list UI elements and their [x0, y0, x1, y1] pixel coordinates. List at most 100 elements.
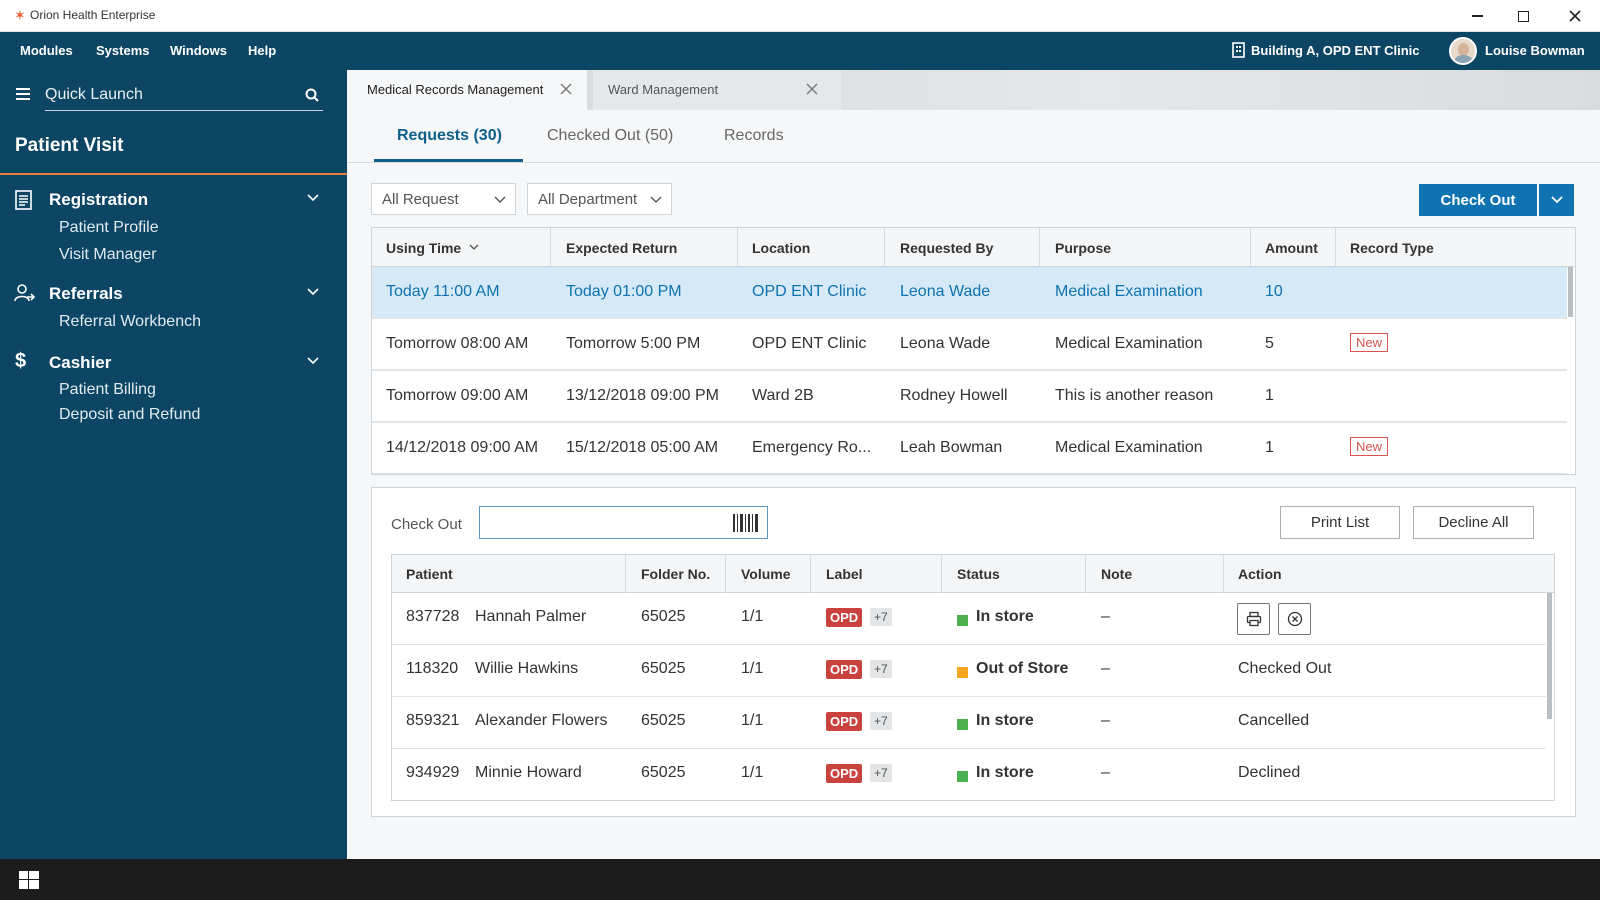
cell-amount: 10 — [1265, 283, 1283, 300]
menu-systems[interactable]: Systems — [96, 43, 150, 58]
scrollbar-thumb[interactable] — [1547, 593, 1552, 719]
hamburger-menu-icon[interactable] — [16, 88, 30, 103]
table-row[interactable]: 859321 Alexander Flowers 65025 1/1 OPD +… — [392, 697, 1546, 749]
column-header-using-time[interactable]: Using Time — [386, 240, 462, 256]
subtab-records[interactable]: Records — [724, 127, 784, 144]
location-selector[interactable]: Building A, OPD ENT Clinic — [1251, 43, 1420, 58]
cell-expected-return: 15/12/2018 05:00 AM — [566, 439, 719, 456]
status-text: In store — [976, 764, 1034, 781]
cell-using-time: Today 11:00 AM — [386, 283, 500, 300]
user-name[interactable]: Louise Bowman — [1485, 43, 1585, 58]
search-icon[interactable] — [305, 88, 319, 102]
status-indicator — [957, 719, 968, 730]
cell-patient-id: 934929 — [406, 764, 460, 781]
cell-note: – — [1101, 764, 1110, 781]
column-header: Action — [1238, 566, 1282, 582]
sidebar-item-deposit-refund[interactable]: Deposit and Refund — [59, 406, 201, 423]
nav-group-registration[interactable]: Registration — [0, 185, 347, 215]
table-row[interactable]: 837728 Hannah Palmer 65025 1/1 OPD +7 In… — [392, 593, 1546, 645]
label-more-count[interactable]: +7 — [870, 764, 892, 782]
close-tab-icon[interactable] — [559, 82, 573, 96]
nav-group-referrals[interactable]: Referrals — [0, 279, 347, 309]
cell-volume: 1/1 — [741, 712, 764, 729]
column-header: Location — [752, 240, 811, 256]
column-header: Requested By — [900, 240, 994, 256]
print-list-button[interactable]: Print List — [1280, 506, 1400, 539]
cell-patient-id: 837728 — [406, 608, 460, 625]
building-icon — [1232, 42, 1245, 58]
sidebar-item-patient-profile[interactable]: Patient Profile — [59, 219, 159, 236]
menu-windows[interactable]: Windows — [170, 43, 227, 58]
avatar[interactable] — [1449, 37, 1477, 65]
cell-amount: 1 — [1265, 387, 1274, 404]
subtab-checked-out[interactable]: Checked Out (50) — [547, 127, 674, 144]
cell-requested-by: Leona Wade — [900, 335, 991, 352]
checkout-input[interactable] — [490, 511, 720, 535]
sidebar-item-referral-workbench[interactable]: Referral Workbench — [59, 313, 201, 330]
close-tab-icon[interactable] — [805, 82, 819, 96]
table-row[interactable]: Tomorrow 09:00 AM 13/12/2018 09:00 PM Wa… — [372, 371, 1567, 423]
table-row[interactable]: 118320 Willie Hawkins 65025 1/1 OPD +7 O… — [392, 645, 1546, 697]
document-tabs: Medical Records Management Ward Manageme… — [347, 70, 1600, 110]
section-title: Patient Visit — [15, 135, 124, 156]
request-filter-dropdown[interactable]: All Request — [371, 183, 516, 215]
cell-location: Ward 2B — [752, 387, 814, 404]
decline-all-button[interactable]: Decline All — [1413, 506, 1534, 539]
column-header: Purpose — [1055, 240, 1112, 256]
table-row[interactable]: 934929 Minnie Howard 65025 1/1 OPD +7 In… — [392, 749, 1546, 800]
chevron-down-icon[interactable] — [307, 194, 319, 202]
sort-icon[interactable] — [469, 244, 479, 250]
label-more-count[interactable]: +7 — [870, 608, 892, 626]
cell-requested-by: Leah Bowman — [900, 439, 1003, 456]
check-out-options-button[interactable] — [1539, 184, 1574, 216]
cell-expected-return: Tomorrow 5:00 PM — [566, 335, 701, 352]
title-bar: ✶ Orion Health Enterprise — [0, 0, 1600, 32]
dropdown-value: All Department — [538, 191, 638, 208]
column-header: Label — [826, 566, 863, 582]
table-row[interactable]: Today 11:00 AM Today 01:00 PM OPD ENT Cl… — [372, 267, 1567, 319]
main-content: Medical Records Management Ward Manageme… — [347, 70, 1600, 859]
cell-note: – — [1101, 660, 1110, 677]
nav-group-cashier[interactable]: $ Cashier — [0, 348, 347, 378]
label-tag: OPD — [826, 660, 863, 679]
scrollbar-thumb[interactable] — [1568, 267, 1573, 317]
cell-requested-by: Rodney Howell — [900, 387, 1008, 404]
label-more-count[interactable]: +7 — [870, 660, 892, 678]
print-icon[interactable] — [1237, 603, 1270, 635]
close-icon[interactable] — [1552, 0, 1598, 32]
barcode-icon[interactable] — [733, 514, 759, 532]
tab-medical-records[interactable]: Medical Records Management — [347, 70, 587, 110]
sidebar-item-patient-billing[interactable]: Patient Billing — [59, 381, 156, 398]
dollar-icon: $ — [15, 350, 27, 372]
column-header: Note — [1101, 566, 1133, 582]
cell-folder: 65025 — [641, 660, 686, 677]
cell-folder: 65025 — [641, 608, 686, 625]
chevron-down-icon — [494, 196, 506, 203]
taskbar — [0, 859, 1600, 900]
cell-using-time: 14/12/2018 09:00 AM — [386, 439, 539, 456]
table-row[interactable]: Tomorrow 08:00 AM Tomorrow 5:00 PM OPD E… — [372, 319, 1567, 371]
windows-start-icon[interactable] — [19, 871, 39, 889]
cell-action: Cancelled — [1238, 712, 1310, 729]
maximize-icon[interactable] — [1500, 0, 1546, 32]
menu-modules[interactable]: Modules — [20, 43, 73, 58]
quick-launch-input[interactable] — [45, 81, 295, 109]
table-row[interactable]: 14/12/2018 09:00 AM 15/12/2018 05:00 AM … — [372, 423, 1567, 474]
checkout-panel: Check Out Print List Decline All Patient… — [371, 487, 1576, 817]
subtab-requests[interactable]: Requests (30) — [397, 127, 502, 144]
menu-help[interactable]: Help — [248, 43, 277, 58]
column-header: Status — [957, 566, 1000, 582]
nav-group-label: Referrals — [49, 284, 123, 303]
sidebar-item-visit-manager[interactable]: Visit Manager — [59, 246, 157, 263]
new-badge: New — [1350, 437, 1389, 456]
check-out-button[interactable]: Check Out — [1419, 184, 1537, 216]
cell-action: Checked Out — [1238, 660, 1332, 677]
minimize-icon[interactable] — [1454, 0, 1500, 32]
chevron-down-icon[interactable] — [307, 357, 319, 365]
cancel-icon[interactable] — [1278, 603, 1311, 635]
label-more-count[interactable]: +7 — [870, 712, 892, 730]
cell-using-time: Tomorrow 08:00 AM — [386, 335, 529, 352]
department-filter-dropdown[interactable]: All Department — [527, 183, 672, 215]
chevron-down-icon[interactable] — [307, 288, 319, 296]
tab-ward-management[interactable]: Ward Management — [593, 70, 841, 110]
